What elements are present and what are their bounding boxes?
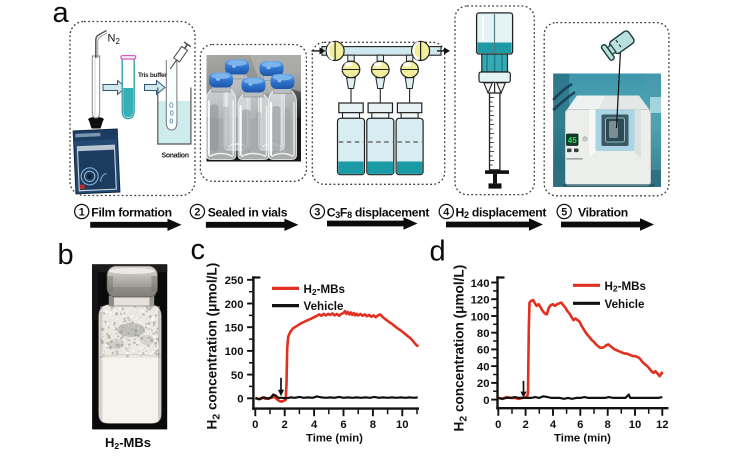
svg-text:0: 0 [483,395,489,407]
svg-text:8: 8 [370,419,376,431]
svg-text:0: 0 [252,419,258,431]
svg-text:40: 40 [477,361,490,373]
svg-text:2: 2 [522,419,528,431]
svg-text:b: b [58,239,74,271]
svg-text:200: 200 [225,299,244,311]
svg-text:10: 10 [396,419,409,431]
svg-text:c: c [191,234,206,266]
svg-text:H2 concentration (μmol/L): H2 concentration (μmol/L) [452,265,470,432]
svg-text:Tris buffer: Tris buffer [138,72,167,79]
svg-text:Vehicle: Vehicle [304,300,345,313]
svg-text:140: 140 [471,278,490,290]
svg-text:100: 100 [471,311,490,323]
svg-text:12: 12 [656,419,669,431]
svg-text:Film formation: Film formation [91,205,171,219]
svg-text:60: 60 [477,345,490,357]
svg-text:H2-MBs: H2-MBs [105,435,151,451]
svg-text:Vehicle: Vehicle [605,298,646,311]
svg-text:4: 4 [443,207,449,219]
svg-text:45: 45 [568,136,577,145]
svg-text:80: 80 [477,328,490,340]
svg-text:d: d [430,235,446,267]
svg-text:H2 displacement: H2 displacement [456,205,547,220]
svg-text:8: 8 [605,419,611,431]
svg-text:6: 6 [577,419,583,431]
svg-text:2: 2 [194,207,200,219]
svg-text:150: 150 [225,323,244,335]
svg-text:Time (min): Time (min) [554,433,611,445]
svg-text:H2-MBs: H2-MBs [605,280,647,294]
svg-text:5: 5 [561,207,567,219]
svg-text:50: 50 [231,370,244,382]
svg-text:Sealed in vials: Sealed in vials [208,205,288,219]
svg-text:3: 3 [314,207,320,219]
svg-text:20: 20 [477,378,490,390]
svg-text:100: 100 [225,346,244,358]
svg-text:a: a [53,0,70,29]
svg-text:2: 2 [282,419,288,431]
svg-text:6: 6 [340,419,346,431]
svg-text:1: 1 [79,207,85,219]
svg-text:Sonation: Sonation [162,153,189,160]
svg-text:0: 0 [237,394,243,406]
svg-text:H2-MBs: H2-MBs [304,283,346,297]
svg-text:4: 4 [311,419,318,431]
svg-text:0: 0 [495,419,501,431]
svg-text:H2 concentration (μmol/L): H2 concentration (μmol/L) [205,263,223,430]
svg-text:C3F8 displacement: C3F8 displacement [327,205,430,220]
svg-text:Time (min): Time (min) [306,433,363,445]
svg-text:4: 4 [550,419,557,431]
svg-text:120: 120 [471,295,490,307]
svg-text:Vibration: Vibration [578,205,628,219]
svg-text:10: 10 [629,419,642,431]
svg-text:250: 250 [225,275,244,287]
